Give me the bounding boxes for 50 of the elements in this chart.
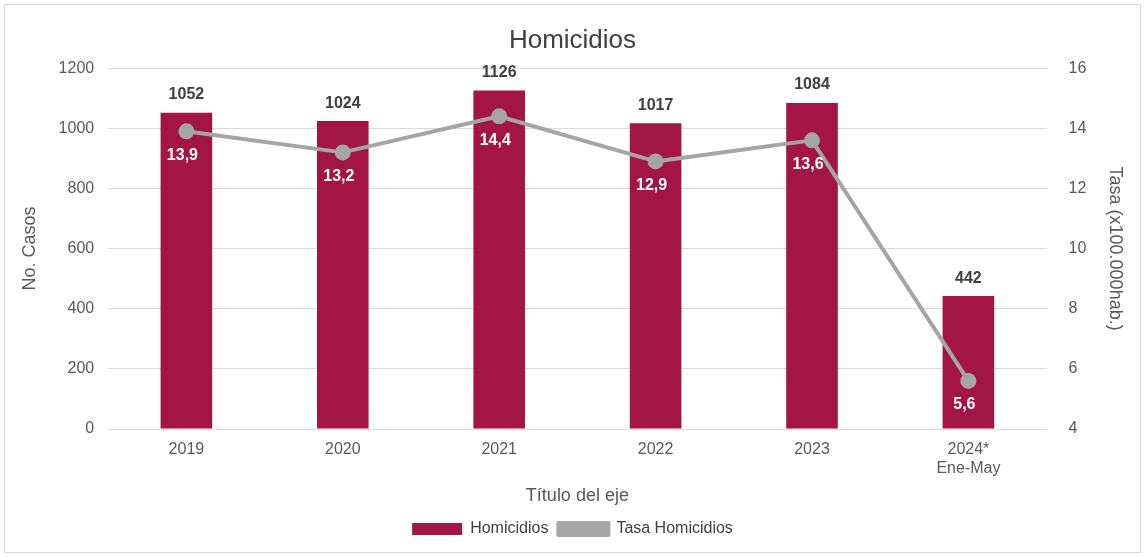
chart-title: Homicidios bbox=[508, 23, 637, 54]
bar bbox=[160, 112, 213, 429]
data-label: 12,9 bbox=[636, 175, 668, 193]
point bbox=[178, 123, 195, 140]
data-label: 1126 bbox=[481, 62, 517, 80]
y-axis-title: No. Casos bbox=[18, 206, 39, 291]
data-label: 1017 bbox=[637, 95, 674, 113]
x-tick-label: 2020 bbox=[325, 440, 361, 458]
y-tick-label: 1200 bbox=[58, 58, 95, 76]
x-tick-label: 2022 bbox=[637, 440, 674, 458]
point bbox=[491, 108, 508, 125]
bar bbox=[473, 90, 525, 429]
y-tick-label: 200 bbox=[67, 359, 95, 377]
data-label: 5,6 bbox=[953, 395, 976, 413]
y2-tick-label: 14 bbox=[1068, 118, 1087, 136]
y2-axis-title: Tasa (x100.000hab.) bbox=[1106, 166, 1127, 331]
x-axis-title: Título del eje bbox=[525, 485, 629, 506]
point bbox=[960, 372, 977, 389]
x-tick-label: 2024* Ene-May bbox=[936, 440, 1001, 477]
point bbox=[334, 144, 351, 161]
bar bbox=[942, 296, 995, 429]
bar bbox=[629, 123, 682, 429]
y2-tick-label: 4 bbox=[1068, 419, 1078, 437]
legend-label: Homicidios bbox=[470, 519, 549, 537]
data-label: 1024 bbox=[325, 93, 361, 111]
y2-tick-label: 8 bbox=[1068, 299, 1078, 317]
data-label: 442 bbox=[955, 268, 982, 286]
data-label: 1052 bbox=[168, 85, 205, 103]
y2-tick-label: 16 bbox=[1068, 58, 1087, 76]
y-tick-label: 400 bbox=[67, 299, 95, 317]
point bbox=[804, 132, 820, 149]
y-tick-label: 800 bbox=[67, 178, 95, 196]
bar bbox=[786, 103, 838, 429]
legend-label: Tasa Homicidios bbox=[616, 519, 733, 537]
data-label: 13,9 bbox=[166, 145, 199, 163]
point bbox=[647, 153, 664, 170]
bar bbox=[316, 121, 369, 429]
y2-tick-label: 12 bbox=[1068, 178, 1087, 196]
data-label: 13,6 bbox=[792, 154, 824, 172]
y-tick-label: 600 bbox=[67, 239, 95, 257]
x-tick-label: 2021 bbox=[481, 440, 518, 458]
y2-tick-label: 6 bbox=[1068, 359, 1078, 377]
data-label: 13,2 bbox=[323, 166, 355, 184]
y-tick-label: 0 bbox=[85, 419, 95, 437]
x-tick-label: 2023 bbox=[794, 440, 830, 458]
x-tick-label: 2019 bbox=[168, 440, 205, 458]
y2-tick-label: 10 bbox=[1068, 239, 1087, 257]
data-label: 14,4 bbox=[479, 130, 511, 148]
data-label: 1084 bbox=[794, 75, 830, 93]
y-tick-label: 1000 bbox=[58, 118, 95, 136]
